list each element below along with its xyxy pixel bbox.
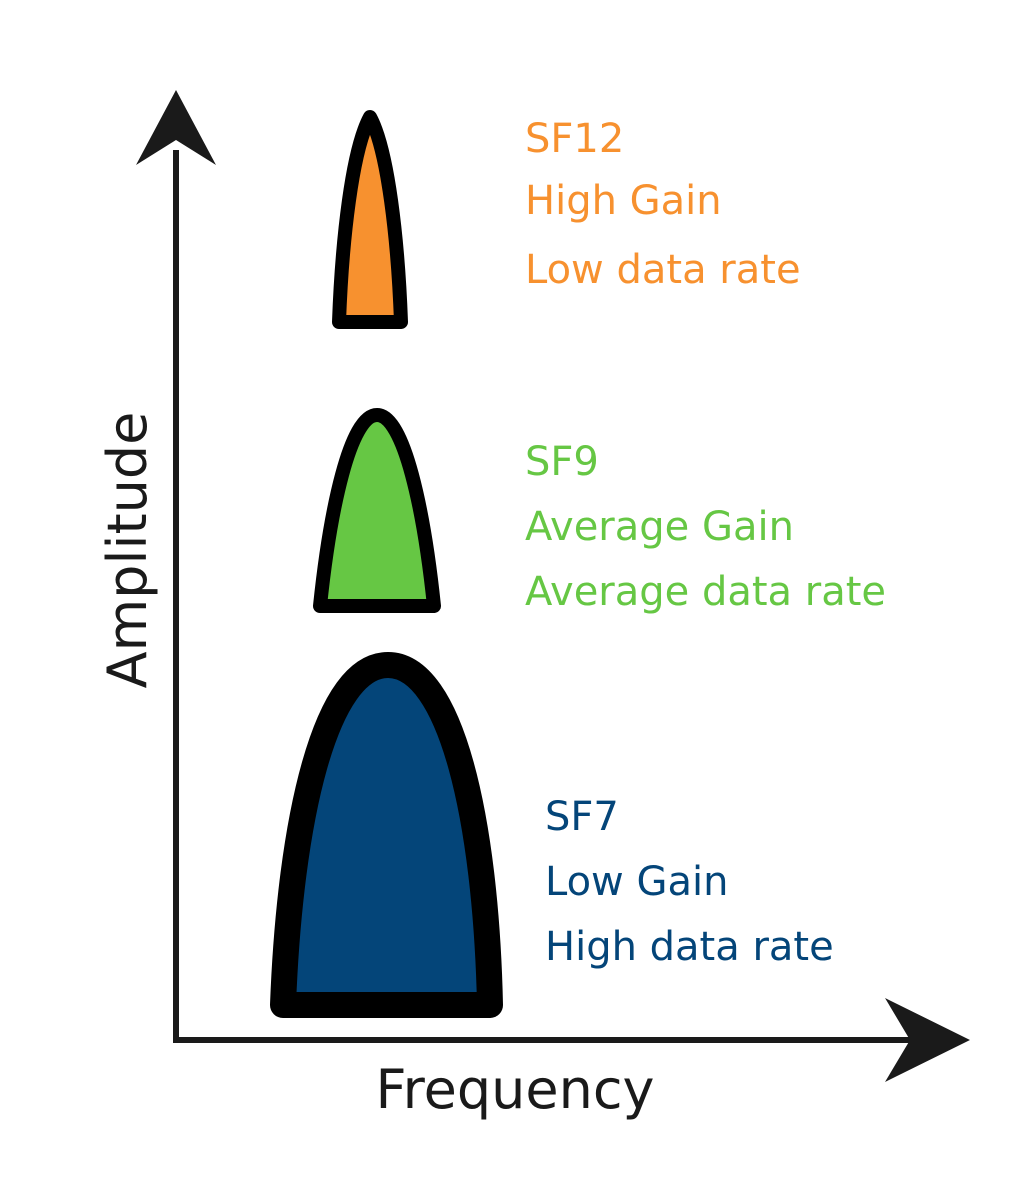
sf7-spreading-factor: SF7 [545, 794, 619, 840]
y-axis-label: Amplitude [96, 412, 159, 689]
sf12-spreading-factor: SF12 [525, 116, 624, 162]
sf12-data-rate: Low data rate [525, 247, 801, 293]
y-axis-arrowhead-icon [136, 90, 216, 165]
sf7-data-rate: High data rate [545, 924, 834, 970]
sf7-gain: Low Gain [545, 859, 728, 905]
label-sf9: SF9 Average Gain Average data rate [525, 439, 886, 615]
x-axis-arrowhead-icon [885, 998, 970, 1082]
sf9-spreading-factor: SF9 [525, 439, 599, 485]
peak-sf12-shape [332, 110, 408, 329]
peak-sf9 [313, 408, 441, 613]
sf9-data-rate: Average data rate [525, 569, 886, 615]
peak-sf9-shape [313, 408, 441, 613]
sf12-gain: High Gain [525, 178, 722, 224]
peak-sf7 [270, 652, 503, 1018]
peak-sf12 [332, 110, 408, 329]
label-sf7: SF7 Low Gain High data rate [545, 794, 834, 970]
label-sf12: SF12 High Gain Low data rate [525, 116, 801, 293]
x-axis-label: Frequency [376, 1058, 655, 1121]
peak-sf7-shape [270, 652, 503, 1018]
sf9-gain: Average Gain [525, 504, 794, 550]
